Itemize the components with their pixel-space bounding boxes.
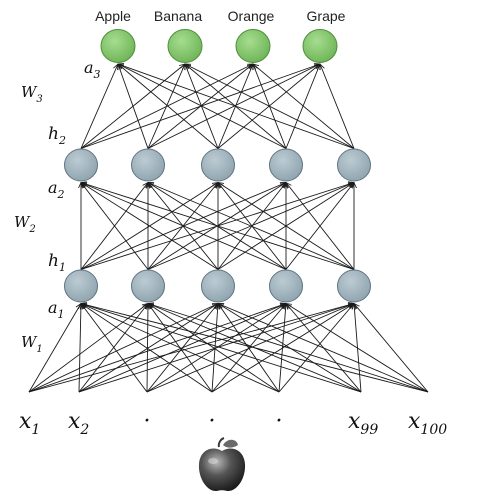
edge-h2n4-out2 [253,64,355,149]
input-label-ellipsis-1: · [144,409,151,434]
edge-in2-h1n2 [146,304,218,393]
hidden1-neuron-3 [201,269,235,303]
edge-h2n1-out1 [147,64,185,149]
edge-in4-h1n1 [148,304,280,393]
label-a1: a1 [48,298,65,321]
label-w1: W1 [21,333,43,355]
edge-in1-h1n0 [79,304,81,393]
hidden2-neuron-4 [269,148,303,182]
edge-h2n1-out3 [147,64,320,149]
edge-in0-h1n4 [28,304,354,393]
input-label-ellipsis-2: · [209,409,216,434]
output-neuron-2 [167,29,203,63]
edge-in4-h1n2 [218,304,280,393]
edge-h2n0-out0 [80,64,118,149]
edge-in3-h1n4 [211,304,354,393]
edge-h2n4-out3 [320,64,355,149]
input-labels: x1 x2 · · · x99 x100 [19,409,447,438]
input-label-x1: x1 [19,409,40,438]
input-label-x2: x2 [68,409,89,438]
label-h2: h2 [48,124,66,147]
edge-in2-h1n0 [81,304,148,393]
edge-in0-h1n1 [28,304,148,393]
edge-in0-h1n3 [28,304,286,393]
label-a2: a2 [48,178,65,201]
hidden2-neuron-1 [64,148,98,182]
edge-in3-h1n0 [81,304,213,393]
hidden2-neuron-2 [131,148,165,182]
edge-h2n3-out0 [118,64,287,149]
label-w3: W3 [21,83,43,105]
edge-in6-h1n1 [148,304,429,393]
apple-icon [198,437,246,492]
input-label-x100: x100 [408,409,447,438]
edge-in6-h1n4 [354,304,429,393]
edge-h2n1-out2 [147,64,253,149]
edge-in2-h1n3 [146,304,286,393]
edge-h1n3-h2n0 [81,183,287,270]
edge-h2n4-out1 [185,64,355,149]
output-neuron-1 [100,29,136,63]
output-label-grape: Grape [307,8,346,24]
edge-in0-h1n2 [28,304,218,393]
edge-in2-h1n1 [147,304,148,393]
edge-in6-h1n3 [286,304,429,393]
edge-in5-h1n2 [218,304,362,393]
connection-edges [28,64,429,393]
output-neuron-3 [235,29,271,63]
edge-h1n4-h2n1 [148,183,355,270]
layer-labels: a3 h2 a2 h1 a1 [48,58,101,321]
edge-h1n4-h2n2 [218,183,355,270]
neuron-nodes [64,29,371,303]
edge-h2n0-out2 [80,64,253,149]
edge-in6-h1n0 [81,304,429,393]
edge-in4-h1n3 [278,304,286,393]
edge-in5-h1n0 [81,304,362,393]
edge-in3-h1n2 [211,304,218,393]
edge-h2n1-out0 [118,64,149,149]
edge-h1n1-h2n0 [81,183,149,270]
output-label-banana: Banana [154,8,202,24]
output-labels: Apple Banana Orange Grape [95,8,346,24]
edge-h1n4-h2n3 [286,183,355,270]
output-label-orange: Orange [228,8,275,24]
output-label-apple: Apple [95,8,131,24]
edge-in0-h1n0 [28,304,81,393]
hidden1-neuron-4 [269,269,303,303]
edge-h1n2-h2n0 [81,183,219,270]
input-label-x99: x99 [348,409,378,438]
edge-in4-h1n0 [81,304,280,393]
edge-in4-h1n4 [278,304,354,393]
label-h1: h1 [48,251,66,274]
hidden1-neuron-5 [337,269,371,303]
edge-h2n4-out0 [118,64,355,149]
edge-h2n2-out0 [118,64,219,149]
edge-in6-h1n2 [218,304,429,393]
input-label-ellipsis-3: · [276,409,283,434]
edge-in2-h1n4 [146,304,354,393]
output-neuron-4 [302,29,338,63]
label-a3: a3 [84,58,101,81]
hidden1-neuron-1 [64,269,98,303]
hidden2-neuron-3 [201,148,235,182]
label-w2: W2 [14,213,36,235]
weight-labels: W3 W2 W1 [14,83,43,355]
edge-h1n4-h2n0 [81,183,355,270]
hidden1-neuron-2 [131,269,165,303]
hidden2-neuron-5 [337,148,371,182]
